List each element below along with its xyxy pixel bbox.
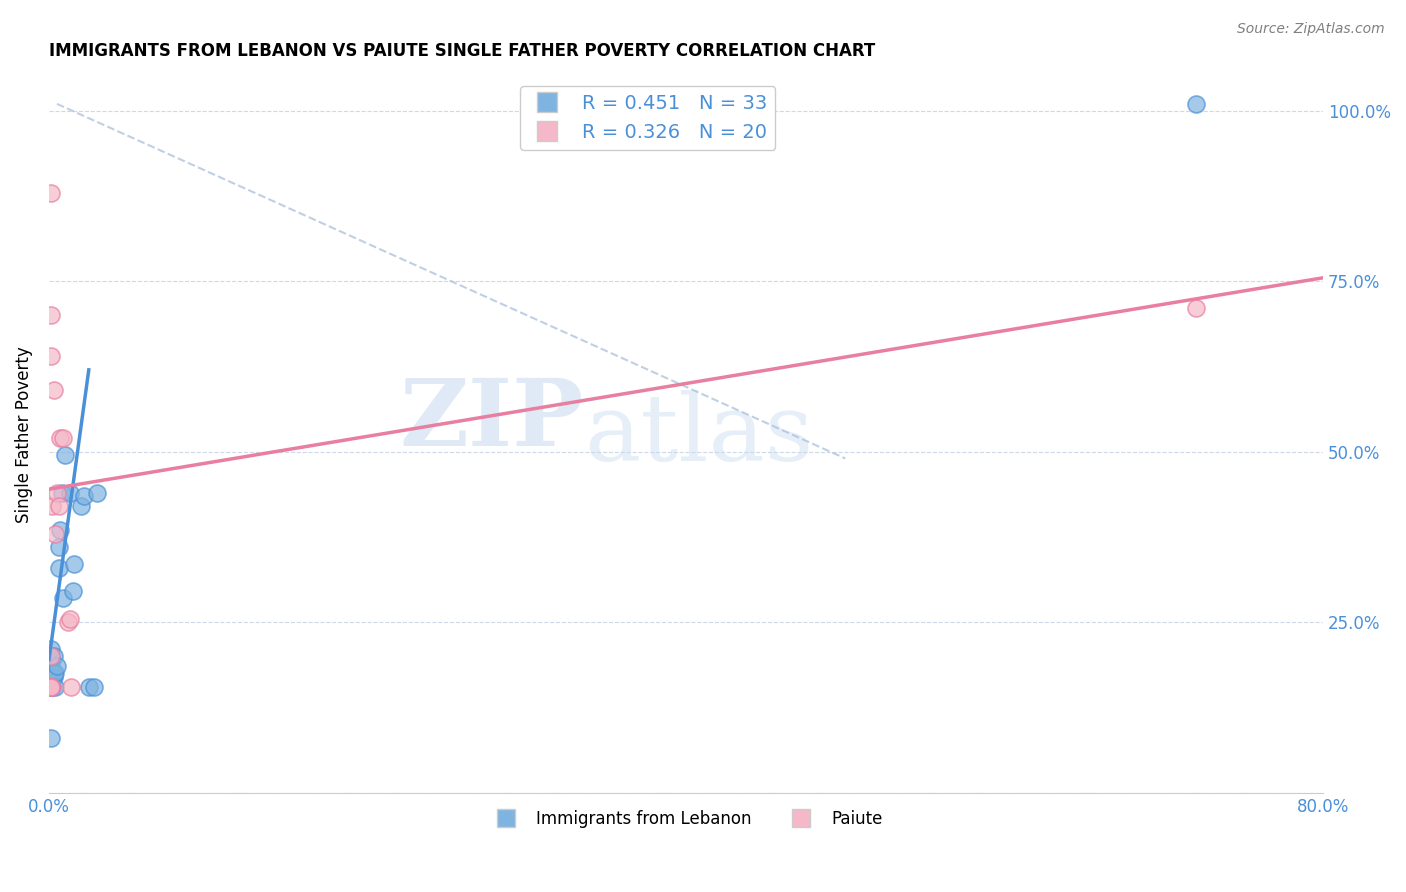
Y-axis label: Single Father Poverty: Single Father Poverty: [15, 346, 32, 523]
Text: Source: ZipAtlas.com: Source: ZipAtlas.com: [1237, 22, 1385, 37]
Point: [63, 558, 86, 572]
Point: [45, 485, 67, 500]
Point: [44, 526, 66, 541]
Point: [42, 670, 65, 684]
Point: [51, 485, 73, 500]
Point: [39, 680, 62, 694]
Point: [39, 731, 62, 745]
Point: [62, 584, 84, 599]
Point: [39, 186, 62, 200]
Point: [45, 659, 67, 673]
Point: [39, 676, 62, 690]
Text: IMMIGRANTS FROM LEBANON VS PAIUTE SINGLE FATHER POVERTY CORRELATION CHART: IMMIGRANTS FROM LEBANON VS PAIUTE SINGLE…: [49, 42, 875, 60]
Point: [56, 615, 79, 629]
Point: [48, 540, 70, 554]
Point: [44, 666, 66, 681]
Point: [44, 680, 66, 694]
Point: [48, 560, 70, 574]
Point: [39, 649, 62, 664]
Point: [49, 431, 72, 445]
Point: [77, 680, 100, 694]
Point: [83, 680, 105, 694]
Point: [49, 523, 72, 537]
Point: [39, 673, 62, 687]
Point: [52, 431, 75, 445]
Point: [86, 485, 108, 500]
Point: [39, 680, 62, 694]
Point: [59, 612, 82, 626]
Point: [41, 680, 63, 694]
Point: [41, 673, 63, 687]
Point: [39, 680, 62, 694]
Point: [39, 670, 62, 684]
Point: [39, 642, 62, 657]
Point: [39, 666, 62, 681]
Text: atlas: atlas: [583, 390, 814, 480]
Legend: Immigrants from Lebanon, Paiute: Immigrants from Lebanon, Paiute: [482, 803, 890, 834]
Point: [42, 649, 65, 664]
Point: [39, 349, 62, 363]
Point: [41, 500, 63, 514]
Point: [42, 384, 65, 398]
Point: [53, 448, 76, 462]
Text: ZIP: ZIP: [399, 376, 583, 466]
Point: [59, 485, 82, 500]
Point: [42, 666, 65, 681]
Point: [73, 489, 96, 503]
Point: [60, 680, 83, 694]
Point: [39, 680, 62, 694]
Point: [39, 680, 62, 694]
Point: [1184, 96, 1206, 111]
Point: [39, 656, 62, 670]
Point: [52, 591, 75, 606]
Point: [39, 649, 62, 664]
Point: [39, 680, 62, 694]
Point: [48, 500, 70, 514]
Point: [1184, 301, 1206, 316]
Point: [69, 500, 91, 514]
Point: [39, 308, 62, 322]
Point: [39, 663, 62, 677]
